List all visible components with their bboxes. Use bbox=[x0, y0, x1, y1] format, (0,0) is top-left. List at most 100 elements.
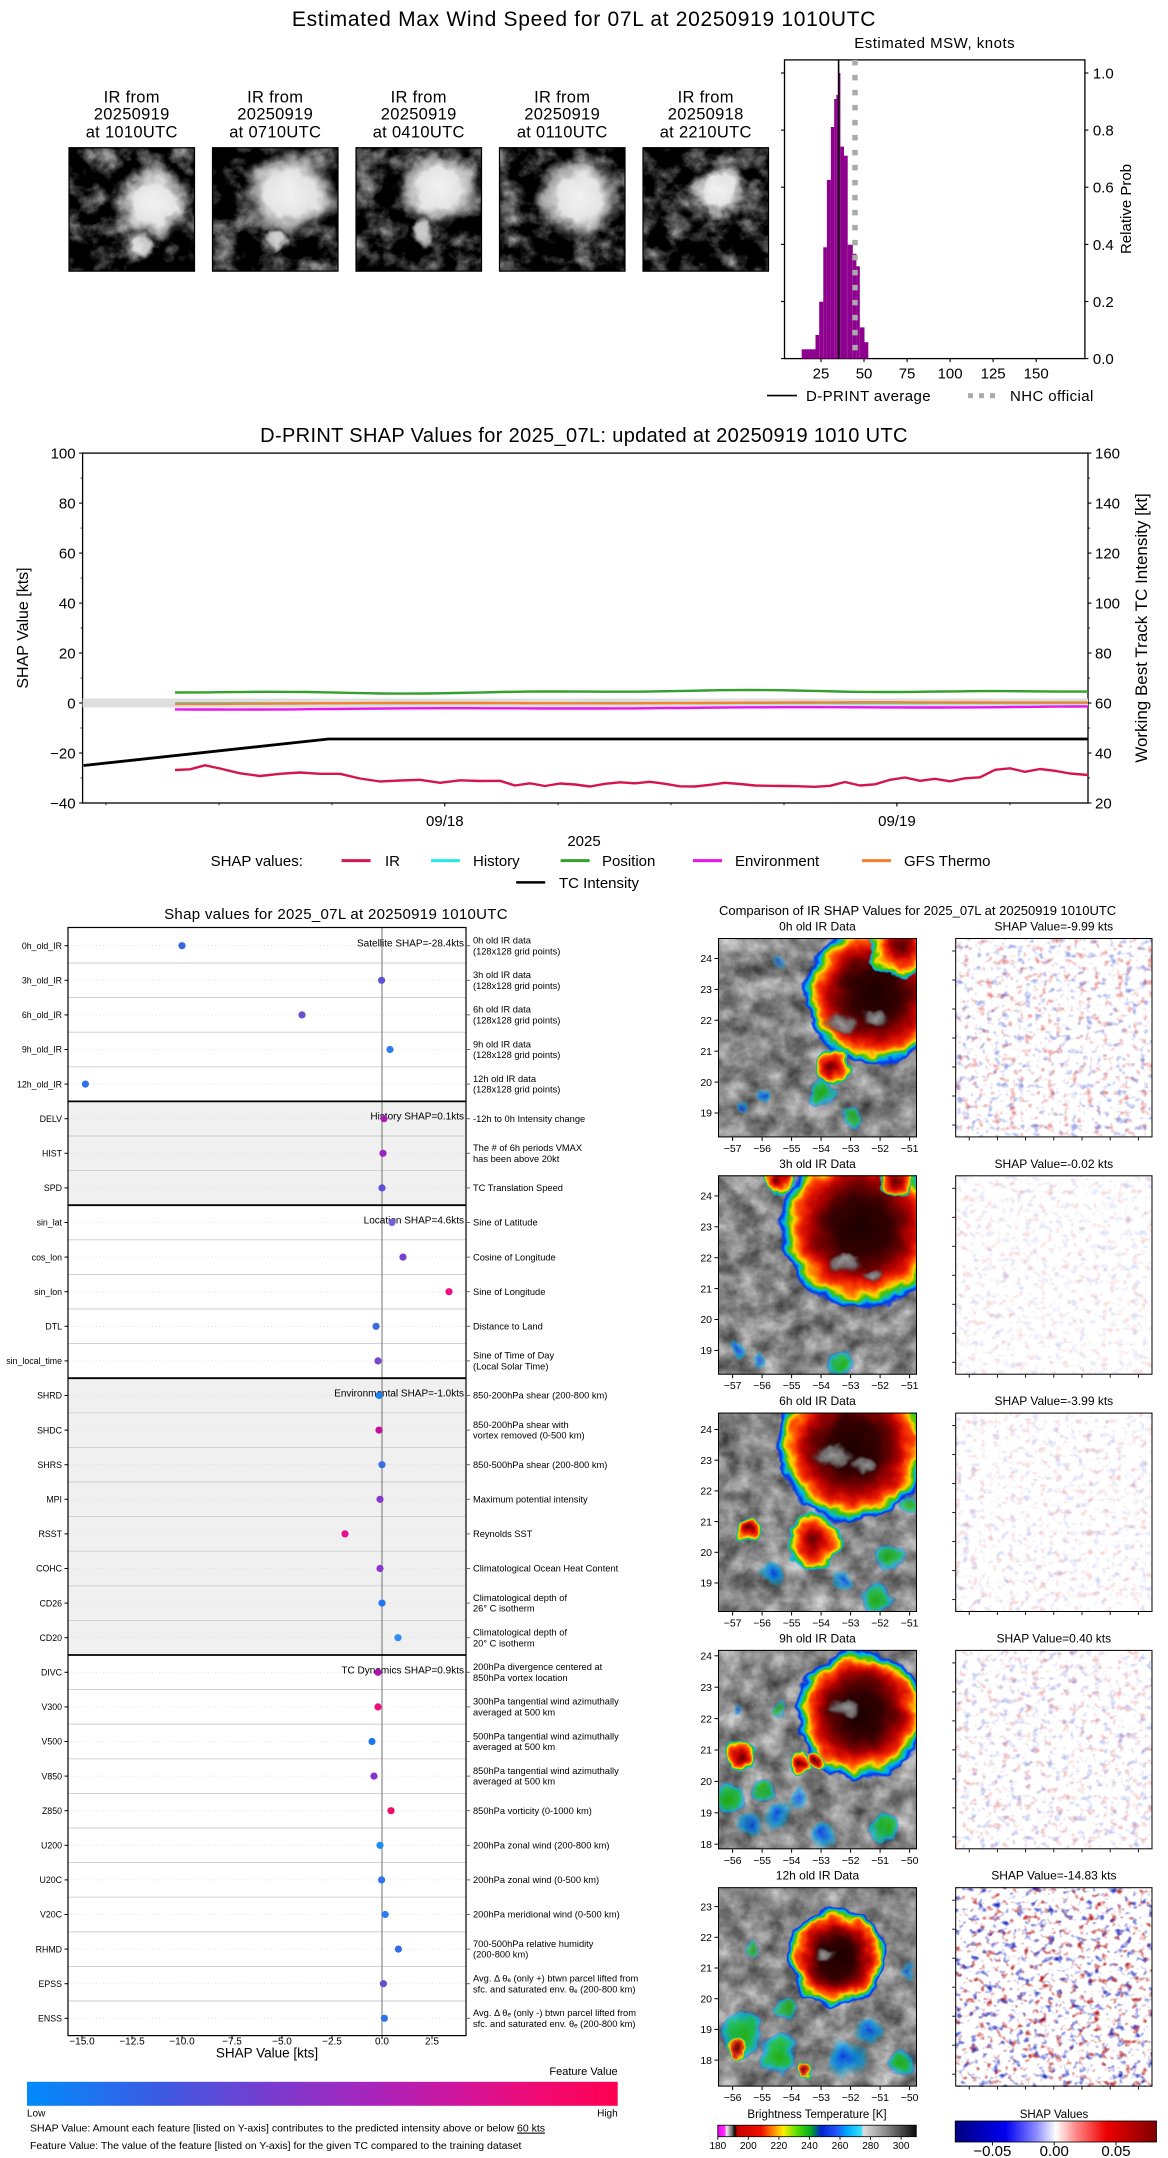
svg-text:−51: −51 bbox=[901, 1143, 919, 1155]
svg-text:6h_old_IR: 6h_old_IR bbox=[22, 1010, 62, 1020]
svg-text:0.05: 0.05 bbox=[1101, 2143, 1130, 2158]
svg-text:21: 21 bbox=[700, 1516, 712, 1528]
svg-text:Estimated Max Wind Speed for 0: Estimated Max Wind Speed for 07L at 2025… bbox=[292, 8, 876, 31]
svg-text:3h old IR Data: 3h old IR Data bbox=[779, 1157, 856, 1171]
svg-text:SHAP Value: Amount each featur: SHAP Value: Amount each feature [listed … bbox=[30, 2123, 545, 2135]
svg-text:DTL: DTL bbox=[45, 1322, 62, 1332]
svg-text:75: 75 bbox=[899, 366, 916, 383]
svg-text:−53: −53 bbox=[842, 1143, 860, 1155]
svg-text:−10.0: −10.0 bbox=[169, 2037, 195, 2048]
svg-text:ENSS: ENSS bbox=[38, 2014, 62, 2024]
svg-text:−56: −56 bbox=[753, 1380, 771, 1392]
svg-text:1.0: 1.0 bbox=[1093, 66, 1114, 83]
svg-text:−54: −54 bbox=[812, 1143, 830, 1155]
svg-text:(Local Solar Time): (Local Solar Time) bbox=[473, 1362, 548, 1372]
svg-text:Reynolds SST: Reynolds SST bbox=[473, 1529, 533, 1539]
svg-text:−20: −20 bbox=[50, 746, 75, 763]
svg-text:0.8: 0.8 bbox=[1093, 123, 1114, 140]
svg-text:80: 80 bbox=[1095, 646, 1112, 663]
svg-text:100: 100 bbox=[51, 446, 76, 463]
svg-text:SHAP Value=0.40 kts: SHAP Value=0.40 kts bbox=[997, 1631, 1112, 1645]
svg-text:Feature Value: Feature Value bbox=[549, 2066, 617, 2078]
svg-text:0.0: 0.0 bbox=[375, 2037, 389, 2048]
svg-text:−51: −51 bbox=[871, 2092, 889, 2104]
svg-text:−52: −52 bbox=[842, 2092, 860, 2104]
svg-text:0: 0 bbox=[67, 696, 75, 713]
svg-text:40: 40 bbox=[59, 596, 76, 613]
svg-text:Shap values for 2025_07L at 20: Shap values for 2025_07L at 20250919 101… bbox=[164, 906, 508, 923]
svg-text:SHAP Value [kts]: SHAP Value [kts] bbox=[15, 567, 32, 688]
svg-text:−55: −55 bbox=[753, 1855, 771, 1867]
svg-text:TC Dynamics SHAP=0.9kts: TC Dynamics SHAP=0.9kts bbox=[341, 1665, 464, 1676]
svg-text:20: 20 bbox=[1095, 796, 1112, 813]
svg-text:−50: −50 bbox=[901, 1855, 919, 1867]
svg-text:Maximum potential intensity: Maximum potential intensity bbox=[473, 1495, 588, 1505]
svg-text:21: 21 bbox=[700, 1745, 712, 1757]
svg-text:has been above 20kt: has been above 20kt bbox=[473, 1154, 560, 1164]
svg-text:0h old IR Data: 0h old IR Data bbox=[779, 920, 856, 934]
svg-text:−53: −53 bbox=[842, 1618, 860, 1630]
svg-text:200hPa divergence centered at: 200hPa divergence centered at bbox=[473, 1662, 603, 1672]
svg-text:sin_lat: sin_lat bbox=[37, 1218, 63, 1228]
svg-text:280: 280 bbox=[862, 2141, 879, 2152]
svg-text:Sine of Latitude: Sine of Latitude bbox=[473, 1218, 538, 1228]
svg-text:−54: −54 bbox=[783, 1855, 801, 1867]
svg-text:−57: −57 bbox=[724, 1618, 742, 1630]
svg-text:SHAP Value=-3.99 kts: SHAP Value=-3.99 kts bbox=[995, 1394, 1114, 1408]
svg-text:20: 20 bbox=[700, 1314, 712, 1326]
svg-text:Avg. Δ θₑ (only -) btwn parcel: Avg. Δ θₑ (only -) btwn parcel lifted fr… bbox=[473, 2008, 636, 2018]
svg-text:500hPa tangential wind azimuth: 500hPa tangential wind azimuthally bbox=[473, 1731, 619, 1741]
svg-text:40: 40 bbox=[1095, 746, 1112, 763]
svg-text:−51: −51 bbox=[901, 1380, 919, 1392]
svg-text:−56: −56 bbox=[724, 1855, 742, 1867]
svg-text:SHDC: SHDC bbox=[37, 1425, 63, 1435]
svg-text:100: 100 bbox=[1095, 596, 1120, 613]
svg-text:100: 100 bbox=[938, 366, 963, 383]
svg-text:20: 20 bbox=[700, 1077, 712, 1089]
svg-text:160: 160 bbox=[1095, 446, 1120, 463]
svg-text:SHAP values:: SHAP values: bbox=[211, 853, 303, 870]
svg-text:at 0110UTC: at 0110UTC bbox=[517, 124, 608, 142]
svg-text:−54: −54 bbox=[783, 2092, 801, 2104]
svg-text:0h old IR data: 0h old IR data bbox=[473, 936, 532, 946]
svg-text:850-500hPa shear (200-800 km): 850-500hPa shear (200-800 km) bbox=[473, 1460, 607, 1470]
svg-text:−55: −55 bbox=[753, 2092, 771, 2104]
svg-text:22: 22 bbox=[700, 1486, 712, 1498]
svg-text:(128x128 grid points): (128x128 grid points) bbox=[473, 1085, 560, 1095]
svg-text:averaged at 500 km: averaged at 500 km bbox=[473, 1708, 555, 1718]
svg-text:20250919: 20250919 bbox=[237, 106, 313, 124]
svg-text:History SHAP=0.1kts: History SHAP=0.1kts bbox=[370, 1112, 464, 1123]
svg-text:6h old IR Data: 6h old IR Data bbox=[779, 1394, 856, 1408]
svg-text:−56: −56 bbox=[753, 1143, 771, 1155]
svg-text:19: 19 bbox=[700, 1808, 712, 1820]
svg-text:850hPa vortex location: 850hPa vortex location bbox=[473, 1673, 568, 1683]
svg-text:SHAP Value [kts]: SHAP Value [kts] bbox=[216, 2046, 318, 2061]
svg-text:21: 21 bbox=[700, 1283, 712, 1295]
svg-text:21: 21 bbox=[700, 1046, 712, 1058]
svg-text:SHAP Value=-14.83 kts: SHAP Value=-14.83 kts bbox=[991, 1869, 1116, 1883]
svg-text:IR from: IR from bbox=[247, 89, 303, 107]
svg-text:850hPa vorticity (0-1000 km): 850hPa vorticity (0-1000 km) bbox=[473, 1806, 592, 1816]
svg-text:300: 300 bbox=[893, 2141, 910, 2152]
svg-text:sin_local_time: sin_local_time bbox=[6, 1356, 62, 1366]
svg-text:−57: −57 bbox=[724, 1380, 742, 1392]
svg-text:−40: −40 bbox=[50, 796, 75, 813]
svg-text:20: 20 bbox=[59, 646, 76, 663]
svg-text:V20C: V20C bbox=[40, 1910, 63, 1920]
svg-text:−2.5: −2.5 bbox=[322, 2037, 342, 2048]
svg-text:DELV: DELV bbox=[40, 1114, 62, 1124]
svg-text:CD26: CD26 bbox=[40, 1598, 63, 1608]
svg-text:IR: IR bbox=[385, 853, 400, 870]
svg-text:RSST: RSST bbox=[39, 1529, 63, 1539]
svg-text:SHAP Value=-9.99 kts: SHAP Value=-9.99 kts bbox=[995, 920, 1114, 934]
svg-text:SHAP Values: SHAP Values bbox=[1020, 2109, 1089, 2121]
svg-text:D-PRINT average: D-PRINT average bbox=[806, 388, 931, 405]
svg-text:−7.5: −7.5 bbox=[222, 2037, 242, 2048]
svg-text:at 0710UTC: at 0710UTC bbox=[229, 124, 321, 142]
svg-text:Climatological depth of: Climatological depth of bbox=[473, 1593, 567, 1603]
svg-text:cos_lon: cos_lon bbox=[32, 1252, 62, 1262]
svg-text:GFS Thermo: GFS Thermo bbox=[904, 853, 990, 870]
svg-text:SHRS: SHRS bbox=[38, 1460, 63, 1470]
svg-text:−0.05: −0.05 bbox=[973, 2143, 1011, 2158]
svg-text:20250919: 20250919 bbox=[94, 106, 170, 124]
